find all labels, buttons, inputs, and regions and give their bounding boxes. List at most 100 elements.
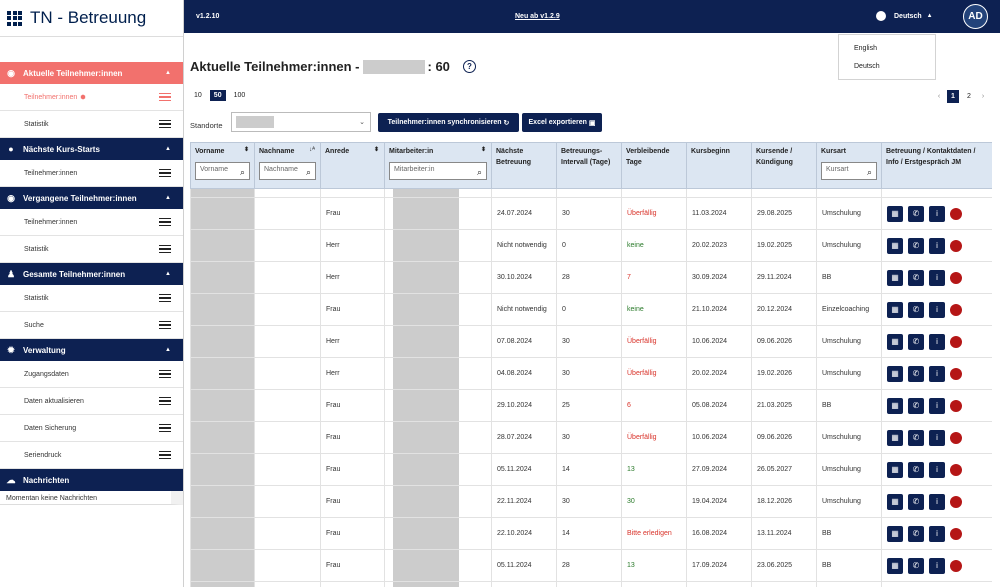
calendar-add-icon[interactable]: ▦: [887, 333, 903, 350]
filter-nachname[interactable]: Nachname ⌕: [259, 161, 316, 180]
info-icon[interactable]: i: [929, 365, 945, 382]
sidebar-item[interactable]: Statistik: [0, 285, 183, 312]
info-icon[interactable]: i: [929, 237, 945, 254]
sync-button[interactable]: Teilnehmer:innen synchronisieren ↻: [378, 113, 519, 132]
info-icon[interactable]: i: [929, 429, 945, 446]
phone-icon[interactable]: ✆: [908, 269, 924, 286]
calendar-add-icon[interactable]: ▦: [887, 269, 903, 286]
calendar-add-icon[interactable]: ▦: [887, 461, 903, 478]
calendar-add-icon[interactable]: ▦: [887, 525, 903, 542]
table-row[interactable]: Frau 29.10.2024 25 6 05.08.2024 21.03.2025 BB ▦…: [190, 389, 992, 422]
col-verbleibende-tage[interactable]: Verbleibende Tage: [621, 142, 687, 189]
status-dot[interactable]: [950, 271, 962, 284]
calendar-add-icon[interactable]: ▦: [887, 301, 903, 318]
status-dot[interactable]: [950, 495, 962, 508]
sidebar-section-1[interactable]: ● Nächste Kurs-Starts ▲: [0, 138, 183, 160]
app-brand[interactable]: TN - Betreuung: [0, 0, 183, 37]
sidebar-section-5[interactable]: ☁ Nachrichten: [0, 469, 183, 491]
table-row[interactable]: Frau 22.11.2024 30 30 19.04.2024 18.12.2026 Um…: [190, 485, 992, 518]
sidebar-item[interactable]: Teilnehmer:innen ⬢: [0, 84, 183, 111]
table-row[interactable]: Frau 24.07.2024 30 Überfällig 11.03.2024 29.0…: [190, 197, 992, 230]
language-option-english[interactable]: English: [854, 45, 877, 52]
status-dot[interactable]: [950, 303, 962, 316]
next-page-icon[interactable]: ›: [981, 93, 985, 100]
table-row[interactable]: Herr 04.08.2024 30 Überfällig 20.02.2024 19.0…: [190, 357, 992, 390]
phone-icon[interactable]: ✆: [908, 493, 924, 510]
sidebar-section-4[interactable]: ✹ Verwaltung ▲: [0, 339, 183, 361]
col-anrede[interactable]: Anrede ⬍: [320, 142, 385, 189]
phone-icon[interactable]: ✆: [908, 397, 924, 414]
col-intervall[interactable]: Betreuungs-Intervall (Tage): [556, 142, 622, 189]
calendar-add-icon[interactable]: ▦: [887, 205, 903, 222]
page-size-10[interactable]: 10: [194, 92, 202, 99]
help-icon[interactable]: ?: [462, 60, 476, 73]
filter-vorname[interactable]: Vorname ⌕: [195, 161, 250, 180]
table-row[interactable]: Herr Nicht notwendig 0 keine 20.02.2023 19.02…: [190, 229, 992, 262]
info-icon[interactable]: i: [929, 397, 945, 414]
calendar-add-icon[interactable]: ▦: [887, 237, 903, 254]
page-size-100[interactable]: 100: [233, 92, 246, 99]
avatar[interactable]: AD: [963, 4, 988, 29]
sidebar-item[interactable]: Statistik: [0, 236, 183, 263]
status-dot[interactable]: [950, 527, 962, 540]
sidebar-item[interactable]: Teilnehmer:innen: [0, 209, 183, 236]
calendar-add-icon[interactable]: ▦: [887, 557, 903, 574]
info-icon[interactable]: i: [929, 525, 945, 542]
info-icon[interactable]: i: [929, 557, 945, 574]
status-dot[interactable]: [950, 367, 962, 380]
phone-icon[interactable]: ✆: [908, 557, 924, 574]
status-dot[interactable]: [950, 559, 962, 572]
table-row[interactable]: Frau 05.11.2024 28 13 17.09.2024 23.06.2025 BB…: [190, 549, 992, 582]
prev-page-icon[interactable]: ‹: [937, 93, 941, 100]
table-row[interactable]: Herr 30.10.2024 28 7 30.09.2024 29.11.2024 BB ▦…: [190, 261, 992, 294]
standorte-select[interactable]: ⌄: [231, 112, 371, 132]
phone-icon[interactable]: ✆: [908, 333, 924, 350]
page-size-50[interactable]: 50: [209, 90, 226, 101]
col-kursart[interactable]: Kursart Kursart ⌕: [816, 142, 882, 189]
calendar-add-icon[interactable]: ▦: [887, 397, 903, 414]
info-icon[interactable]: i: [929, 301, 945, 318]
calendar-add-icon[interactable]: ▦: [887, 365, 903, 382]
table-row[interactable]: Frau Nicht notwendig 0 keine 21.10.2024 20.12…: [190, 293, 992, 326]
status-dot[interactable]: [950, 463, 962, 476]
col-kursbeginn[interactable]: Kursbeginn: [686, 142, 752, 189]
sidebar-item[interactable]: Suche: [0, 312, 183, 339]
sidebar-section-0[interactable]: ◉ Aktuelle Teilnehmer:innen ▲: [0, 62, 183, 84]
sidebar-item[interactable]: Statistik: [0, 111, 183, 138]
page-1[interactable]: 1: [947, 90, 959, 103]
table-row[interactable]: Herr 07.08.2024 30 Überfällig 10.06.2024 09.0…: [190, 325, 992, 358]
status-dot[interactable]: [950, 431, 962, 444]
status-dot[interactable]: [950, 239, 962, 252]
info-icon[interactable]: i: [929, 333, 945, 350]
sidebar-section-3[interactable]: ♟ Gesamte Teilnehmer:innen ▲: [0, 263, 183, 285]
sidebar-section-2[interactable]: ◉ Vergangene Teilnehmer:innen ▲: [0, 187, 183, 209]
status-dot[interactable]: [950, 207, 962, 220]
phone-icon[interactable]: ✆: [908, 365, 924, 382]
phone-icon[interactable]: ✆: [908, 205, 924, 222]
excel-export-button[interactable]: Excel exportieren ▣: [522, 113, 602, 132]
table-row[interactable]: Frau 05.11.2024281308.05.202404.11.2024BB…: [190, 581, 992, 587]
sidebar-item[interactable]: Daten aktualisieren: [0, 388, 183, 415]
status-dot[interactable]: [950, 399, 962, 412]
calendar-add-icon[interactable]: ▦: [887, 493, 903, 510]
info-icon[interactable]: i: [929, 269, 945, 286]
table-row[interactable]: Frau 22.10.2024 14 Bitte erledigen 16.08.202…: [190, 517, 992, 550]
info-icon[interactable]: i: [929, 461, 945, 478]
language-selector[interactable]: Deutsch ▲: [876, 11, 933, 21]
col-nachname[interactable]: Nachname ↓ᴬ Nachname ⌕: [254, 142, 321, 189]
filter-mitarbeiter[interactable]: Mitarbeiter:in ⌕: [389, 161, 487, 180]
col-kursende[interactable]: Kursende / Kündigung: [751, 142, 817, 189]
col-mitarbeiter[interactable]: Mitarbeiter:in ⬍ Mitarbeiter:in ⌕: [384, 142, 492, 189]
status-dot[interactable]: [950, 335, 962, 348]
calendar-add-icon[interactable]: ▦: [887, 429, 903, 446]
info-icon[interactable]: i: [929, 493, 945, 510]
col-naechste-betreuung[interactable]: Nächste Betreuung: [491, 142, 557, 189]
phone-icon[interactable]: ✆: [908, 429, 924, 446]
sidebar-item[interactable]: Daten Sicherung: [0, 415, 183, 442]
col-vorname[interactable]: Vorname ⬍ Vorname ⌕: [190, 142, 255, 189]
phone-icon[interactable]: ✆: [908, 237, 924, 254]
phone-icon[interactable]: ✆: [908, 461, 924, 478]
sidebar-item[interactable]: Seriendruck: [0, 442, 183, 469]
phone-icon[interactable]: ✆: [908, 301, 924, 318]
sidebar-item[interactable]: Zugangsdaten: [0, 361, 183, 388]
